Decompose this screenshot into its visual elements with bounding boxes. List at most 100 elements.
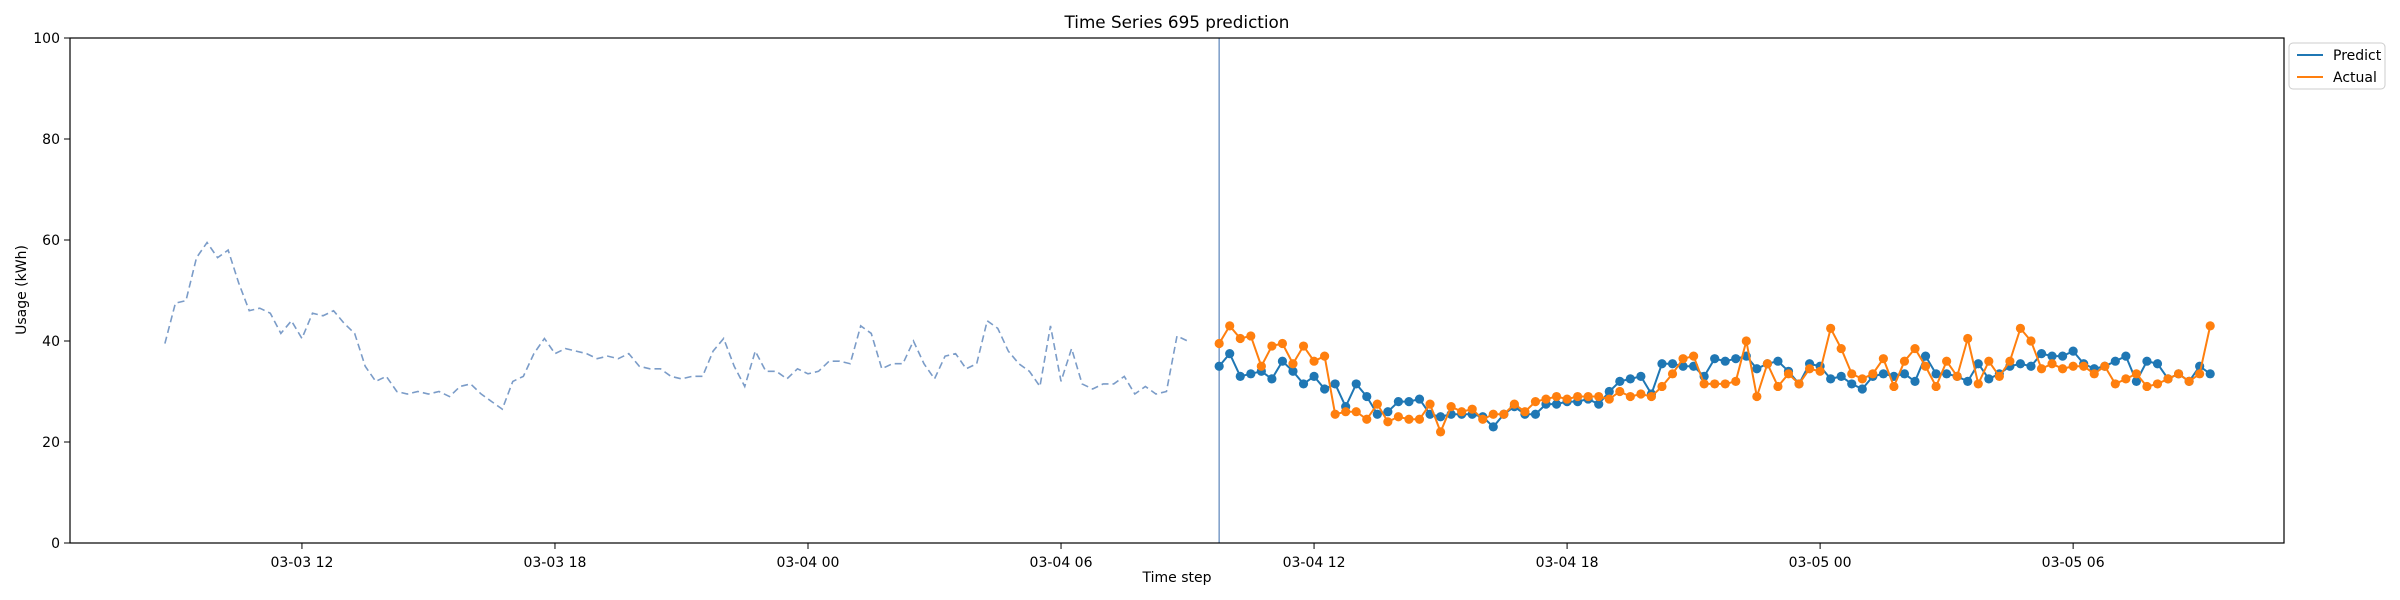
- predict-point: [1277, 356, 1288, 366]
- predict-point: [1246, 369, 1256, 379]
- actual-point: [2110, 379, 2120, 389]
- predict-point: [1657, 359, 1667, 369]
- chart-marks: [164, 38, 2215, 543]
- predict-point: [1393, 397, 1403, 407]
- actual-point: [1783, 369, 1794, 379]
- predict-point: [1488, 422, 1498, 432]
- legend: Predict Actual: [2288, 42, 2386, 90]
- actual-point: [1372, 399, 1382, 409]
- x-tick-label: 03-04 00: [777, 555, 840, 571]
- actual-point: [1530, 397, 1541, 407]
- predict-point: [1878, 369, 1888, 379]
- actual-point: [1562, 394, 1572, 404]
- predict-point: [1235, 371, 1245, 381]
- actual-point: [1615, 386, 1625, 397]
- actual-point: [1225, 321, 1235, 331]
- actual-point: [1594, 391, 1604, 402]
- predict-point: [1857, 384, 1867, 394]
- predict-point: [2110, 356, 2120, 366]
- actual-point: [1963, 333, 1973, 344]
- actual-point: [1920, 361, 1931, 371]
- actual-point: [1404, 414, 1414, 424]
- y-axis-label: Usage (kWh): [14, 245, 30, 335]
- actual-point: [1878, 354, 1888, 364]
- actual-point: [1414, 414, 1425, 424]
- predict-point: [2015, 359, 2026, 369]
- predict-point: [1594, 399, 1604, 409]
- actual-point: [1667, 369, 1678, 379]
- predict-point: [1984, 374, 1994, 384]
- actual-point: [1393, 412, 1403, 422]
- predict-point: [1551, 399, 1562, 409]
- actual-point: [1256, 361, 1266, 371]
- actual-point: [1362, 414, 1372, 424]
- actual-point: [1646, 391, 1657, 402]
- predict-point: [1931, 369, 1941, 379]
- x-tick-label: 03-04 18: [1536, 555, 1599, 571]
- actual-point: [1309, 356, 1319, 366]
- x-tick-label: 03-03 18: [523, 555, 586, 571]
- actual-point: [1762, 359, 1772, 369]
- actual-point: [1910, 343, 1920, 354]
- actual-point: [1235, 333, 1245, 344]
- legend-label-predict: Predict: [2333, 48, 2382, 64]
- predict-point: [1383, 407, 1393, 417]
- predict-point: [2131, 376, 2141, 386]
- actual-point: [1773, 381, 1783, 392]
- actual-point: [2079, 361, 2089, 371]
- actual-point: [2205, 321, 2215, 331]
- actual-point: [1288, 359, 1298, 369]
- actual-point: [1889, 381, 1899, 392]
- x-tick-label: 03-03 12: [270, 555, 333, 571]
- actual-point: [1351, 407, 1361, 417]
- predict-point: [1910, 376, 1920, 386]
- predict-point: [1320, 384, 1330, 394]
- actual-point: [1457, 407, 1467, 417]
- y-tick-label: 80: [42, 132, 60, 148]
- actual-point: [2026, 336, 2036, 346]
- actual-point: [2152, 379, 2163, 389]
- actual-point: [2058, 364, 2068, 374]
- actual-point: [1984, 356, 1994, 366]
- predict-point: [1752, 364, 1762, 374]
- actual-point: [2163, 374, 2173, 384]
- predict-point: [1372, 409, 1382, 419]
- predict-point: [2058, 351, 2068, 361]
- predict-point: [1435, 412, 1446, 422]
- predict-point: [1604, 386, 1614, 397]
- actual-point: [2047, 359, 2057, 369]
- predict-point: [1288, 366, 1298, 376]
- actual-point: [1699, 379, 1709, 389]
- plot-frame: [69, 37, 2285, 544]
- actual-points: [1214, 321, 2215, 437]
- predict-point: [1625, 374, 1635, 384]
- y-tick-label: 40: [42, 334, 60, 350]
- predict-point: [1330, 379, 1340, 389]
- predict-point: [1214, 361, 1224, 371]
- axis-ticks: 0 20 40 60 80 100 03-03 12 03-03 18 03-04 00 03-0…: [33, 31, 2104, 571]
- actual-point: [1277, 338, 1288, 349]
- predict-point: [2036, 349, 2047, 359]
- actual-point: [1520, 407, 1530, 417]
- predict-point: [1309, 371, 1319, 381]
- predict-point: [1225, 349, 1235, 359]
- actual-point: [1710, 379, 1720, 389]
- actual-point: [2068, 361, 2078, 371]
- legend-label-actual: Actual: [2333, 70, 2377, 86]
- actual-point: [1425, 399, 1435, 409]
- actual-point: [1657, 381, 1667, 392]
- actual-point: [1678, 354, 1688, 364]
- predict-point: [2047, 351, 2057, 361]
- actual-point: [1994, 371, 2004, 381]
- actual-point: [1573, 391, 1583, 402]
- predict-point: [2142, 356, 2152, 366]
- actual-point: [1826, 323, 1836, 333]
- y-tick-label: 0: [51, 536, 60, 552]
- actual-point: [1383, 417, 1393, 427]
- actual-point: [1330, 409, 1340, 419]
- actual-point: [2184, 376, 2194, 386]
- actual-point: [1446, 402, 1456, 412]
- predict-point: [1942, 369, 1952, 379]
- predict-point: [1836, 371, 1846, 381]
- predict-point: [1899, 369, 1910, 379]
